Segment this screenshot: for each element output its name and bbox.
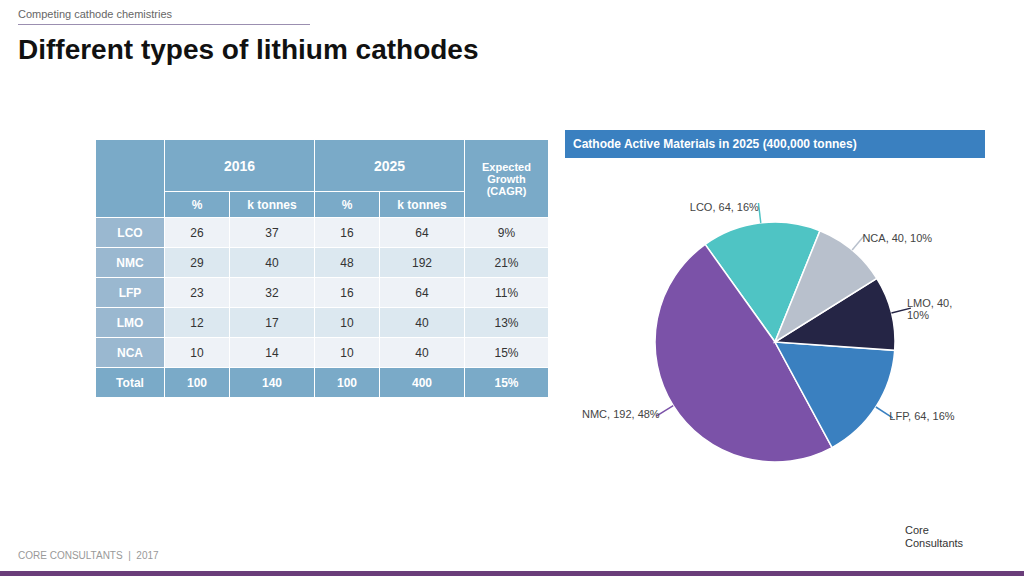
html-text:LFP: LFP [118,285,142,300]
html-text:14: 14 [265,345,279,360]
html-text:16: 16 [340,285,354,300]
html-text:Core Consultants: Core Consultants [905,524,964,549]
html-text:2016: 2016 [223,157,256,174]
html-text:48: 48 [340,255,354,270]
html-text:NCA: NCA [117,345,143,360]
html-text:26: 26 [190,225,204,240]
html-text:11%: 11% [494,285,519,300]
html-text:64: 64 [415,285,429,300]
html-text:37: 37 [265,225,279,240]
html-text:Expected Growth (CAGR): Expected Growth (CAGR) [482,160,531,197]
html-text:k tonnes: k tonnes [247,197,297,212]
html-text:LCO: LCO [117,225,143,240]
html-text:10: 10 [190,345,204,360]
html-text:9%: 9% [497,225,516,240]
html-text:2025: 2025 [373,157,406,174]
html-text:32: 32 [265,285,279,300]
html-text:140: 140 [262,375,282,390]
html-text:100: 100 [187,375,207,390]
html-text:64: 64 [415,225,429,240]
html-text:192: 192 [412,255,432,270]
html-text:10: 10 [340,315,354,330]
html-text:16: 16 [340,225,354,240]
svg-text:NCA, 40, 10%: NCA, 40, 10% [862,232,932,244]
svg-text:LMO, 40,10%: LMO, 40,10% [907,297,952,321]
html-text:400: 400 [412,375,432,390]
html-text:LMO: LMO [116,315,144,330]
html-text:Competing cathode chemistries: Competing cathode chemistries [18,8,173,20]
html-text:Cathode Active Materials in 20: Cathode Active Materials in 2025 (400,00… [573,137,857,151]
svg-text:LCO, 64, 16%: LCO, 64, 16% [690,201,759,213]
html-text:CORE CONSULTANTS | 2017: CORE CONSULTANTS | 2017 [18,550,159,561]
html-text:k tonnes: k tonnes [397,197,447,212]
html-text:29: 29 [190,255,204,270]
html-text:15%: 15% [494,345,519,360]
html-text:15%: 15% [494,375,519,390]
html-text:NMC: NMC [116,255,144,270]
html-text:21%: 21% [494,255,519,270]
html-text:Different types of lithium cat: Different types of lithium cathodes [18,34,479,65]
html-text:40: 40 [415,345,429,360]
html-text:Total: Total [116,375,144,390]
html-text:10: 10 [340,345,354,360]
html-text:12: 12 [190,315,204,330]
html-text:17: 17 [265,315,279,330]
svg-text:NMC, 192, 48%: NMC, 192, 48% [582,408,660,420]
svg-text:LFP, 64, 16%: LFP, 64, 16% [889,410,954,422]
html-text:40: 40 [265,255,279,270]
html-text:40: 40 [415,315,429,330]
html-text:13%: 13% [494,315,519,330]
html-text:100: 100 [337,375,357,390]
html-text:23: 23 [190,285,204,300]
